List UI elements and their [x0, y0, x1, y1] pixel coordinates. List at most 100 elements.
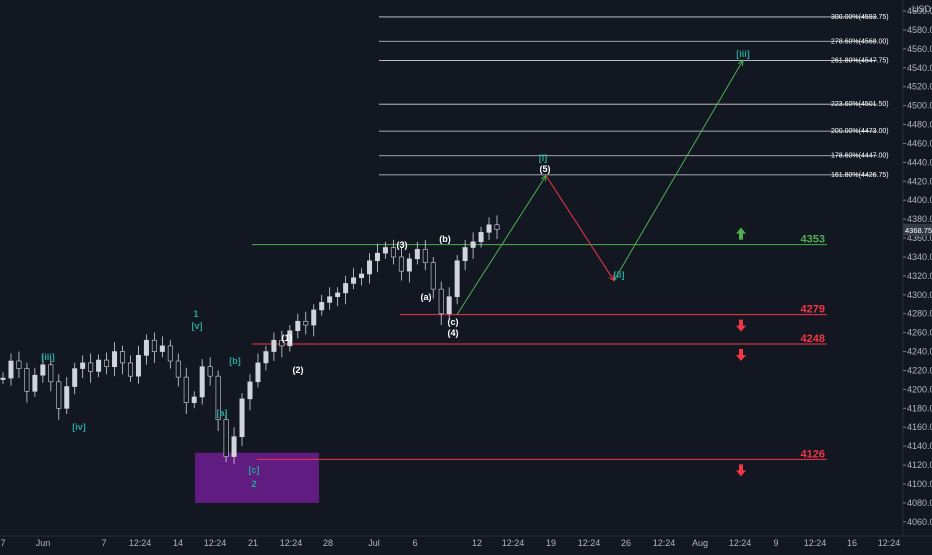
projection-segment [545, 175, 615, 281]
x-tick-label: Jul [368, 538, 380, 548]
y-tick-label: 4180.00 [907, 403, 932, 413]
candle-body [327, 296, 333, 303]
wave-label: [b] [229, 356, 241, 366]
y-tick-label: 4460.00 [907, 138, 932, 148]
candle-body [311, 309, 317, 326]
fib-label: 161.80%(4426.75) [831, 172, 889, 179]
y-tick-label: 4360.00 [907, 233, 932, 243]
y-tick-label: 4600.00 [907, 6, 932, 16]
fib-label: 178.60%(4447.00) [831, 153, 889, 160]
fib-label: 261.80%(4547.75) [831, 57, 889, 64]
wave-label: [iii] [736, 49, 750, 59]
candle-body [406, 258, 412, 272]
x-tick-label: 12:24 [804, 538, 827, 548]
projection-segment [613, 59, 744, 281]
candle-body [335, 292, 341, 297]
wave-label: [a] [217, 408, 228, 418]
candle-body [367, 260, 373, 275]
candle-body [295, 320, 301, 332]
y-tick-label: 4300.00 [907, 290, 932, 300]
x-tick-label: 12:24 [204, 538, 227, 548]
y-tick-label: 4080.00 [907, 498, 932, 508]
candle-body [72, 368, 78, 387]
y-tick-label: 4060.00 [907, 517, 932, 527]
candle-body [24, 368, 30, 392]
fib-label: 223.60%(4501.50) [831, 101, 889, 108]
wave-label: (4) [448, 328, 459, 338]
fib-label: 200.00%(4473.00) [831, 128, 889, 135]
currency-label: USD [912, 4, 932, 14]
x-tick-label: 26 [621, 538, 631, 548]
y-tick-label: 4440.00 [907, 157, 932, 167]
candle-body [414, 249, 420, 260]
candle-body [438, 288, 444, 315]
fib-levels: 300.00%(4593.75) 278.60%(4568.00) 261.80%(… [379, 14, 889, 179]
projection-segment [456, 175, 547, 315]
x-tick-label: Aug [692, 538, 708, 548]
y-tick-label: 4280.00 [907, 309, 932, 319]
x-tick-label: 12 [472, 538, 482, 548]
y-tick-label: 4120.00 [907, 460, 932, 470]
candle-body [207, 366, 213, 377]
wave-label: (5) [540, 164, 551, 174]
candle-body [215, 375, 221, 420]
candle-body [287, 330, 293, 347]
wave-label: (c) [448, 317, 459, 327]
candle-body [112, 351, 118, 367]
candle-body [191, 396, 197, 403]
wave-label: (1) [282, 333, 293, 343]
y-tick-label: 4520.00 [907, 82, 932, 92]
x-tick-label: 6 [412, 538, 417, 548]
candle-body [48, 364, 54, 383]
wave-label: 1 [193, 309, 198, 319]
candle-body [96, 359, 102, 372]
y-tick-label: 4160.00 [907, 422, 932, 432]
y-tick-label: 4200.00 [907, 384, 932, 394]
x-tick-label: 12:24 [280, 538, 303, 548]
fib-label: 278.60%(4568.00) [831, 38, 889, 45]
y-tick-label: 4580.00 [907, 25, 932, 35]
candle-body [199, 366, 205, 398]
key-level-label: 4248 [801, 333, 825, 345]
price-series [0, 215, 500, 465]
candle-body [32, 374, 38, 392]
key-level-label: 4279 [801, 304, 825, 316]
candle-body [64, 386, 70, 409]
wave-label: (b) [439, 234, 451, 244]
wave-projection [456, 59, 744, 315]
key-level-label: 4353 [801, 234, 825, 246]
candle-body [175, 360, 181, 378]
candle-body [382, 247, 388, 254]
x-tick-label: 12:24 [129, 538, 152, 548]
candle-body [56, 381, 62, 409]
candle-body [127, 362, 133, 377]
candle-body [271, 339, 277, 352]
y-tick-label: 4400.00 [907, 195, 932, 205]
candle-body [343, 283, 349, 294]
x-tick-label: 12:24 [878, 538, 901, 548]
x-tick-label: 21 [248, 538, 258, 548]
candle-body [104, 359, 110, 367]
fib-label: 300.00%(4593.75) [831, 14, 889, 21]
support-zone-layer [195, 452, 319, 503]
y-tick-label: 4260.00 [907, 328, 932, 338]
candle-body [16, 360, 22, 369]
x-tick-label: 7 [0, 538, 5, 548]
candle-body [494, 224, 500, 230]
x-tick-label: 14 [173, 538, 183, 548]
x-tick-label: 7 [101, 538, 106, 548]
wave-label: (3) [397, 240, 408, 250]
key-level-label: 4126 [801, 448, 825, 460]
candle-body [239, 398, 245, 437]
candle-body [143, 339, 149, 356]
x-tick-label: 19 [546, 538, 556, 548]
candle-body [486, 224, 492, 233]
wave-label: [ii] [614, 270, 625, 280]
y-tick-label: 4500.00 [907, 101, 932, 111]
candle-body [390, 247, 396, 258]
candle-body [40, 364, 46, 376]
